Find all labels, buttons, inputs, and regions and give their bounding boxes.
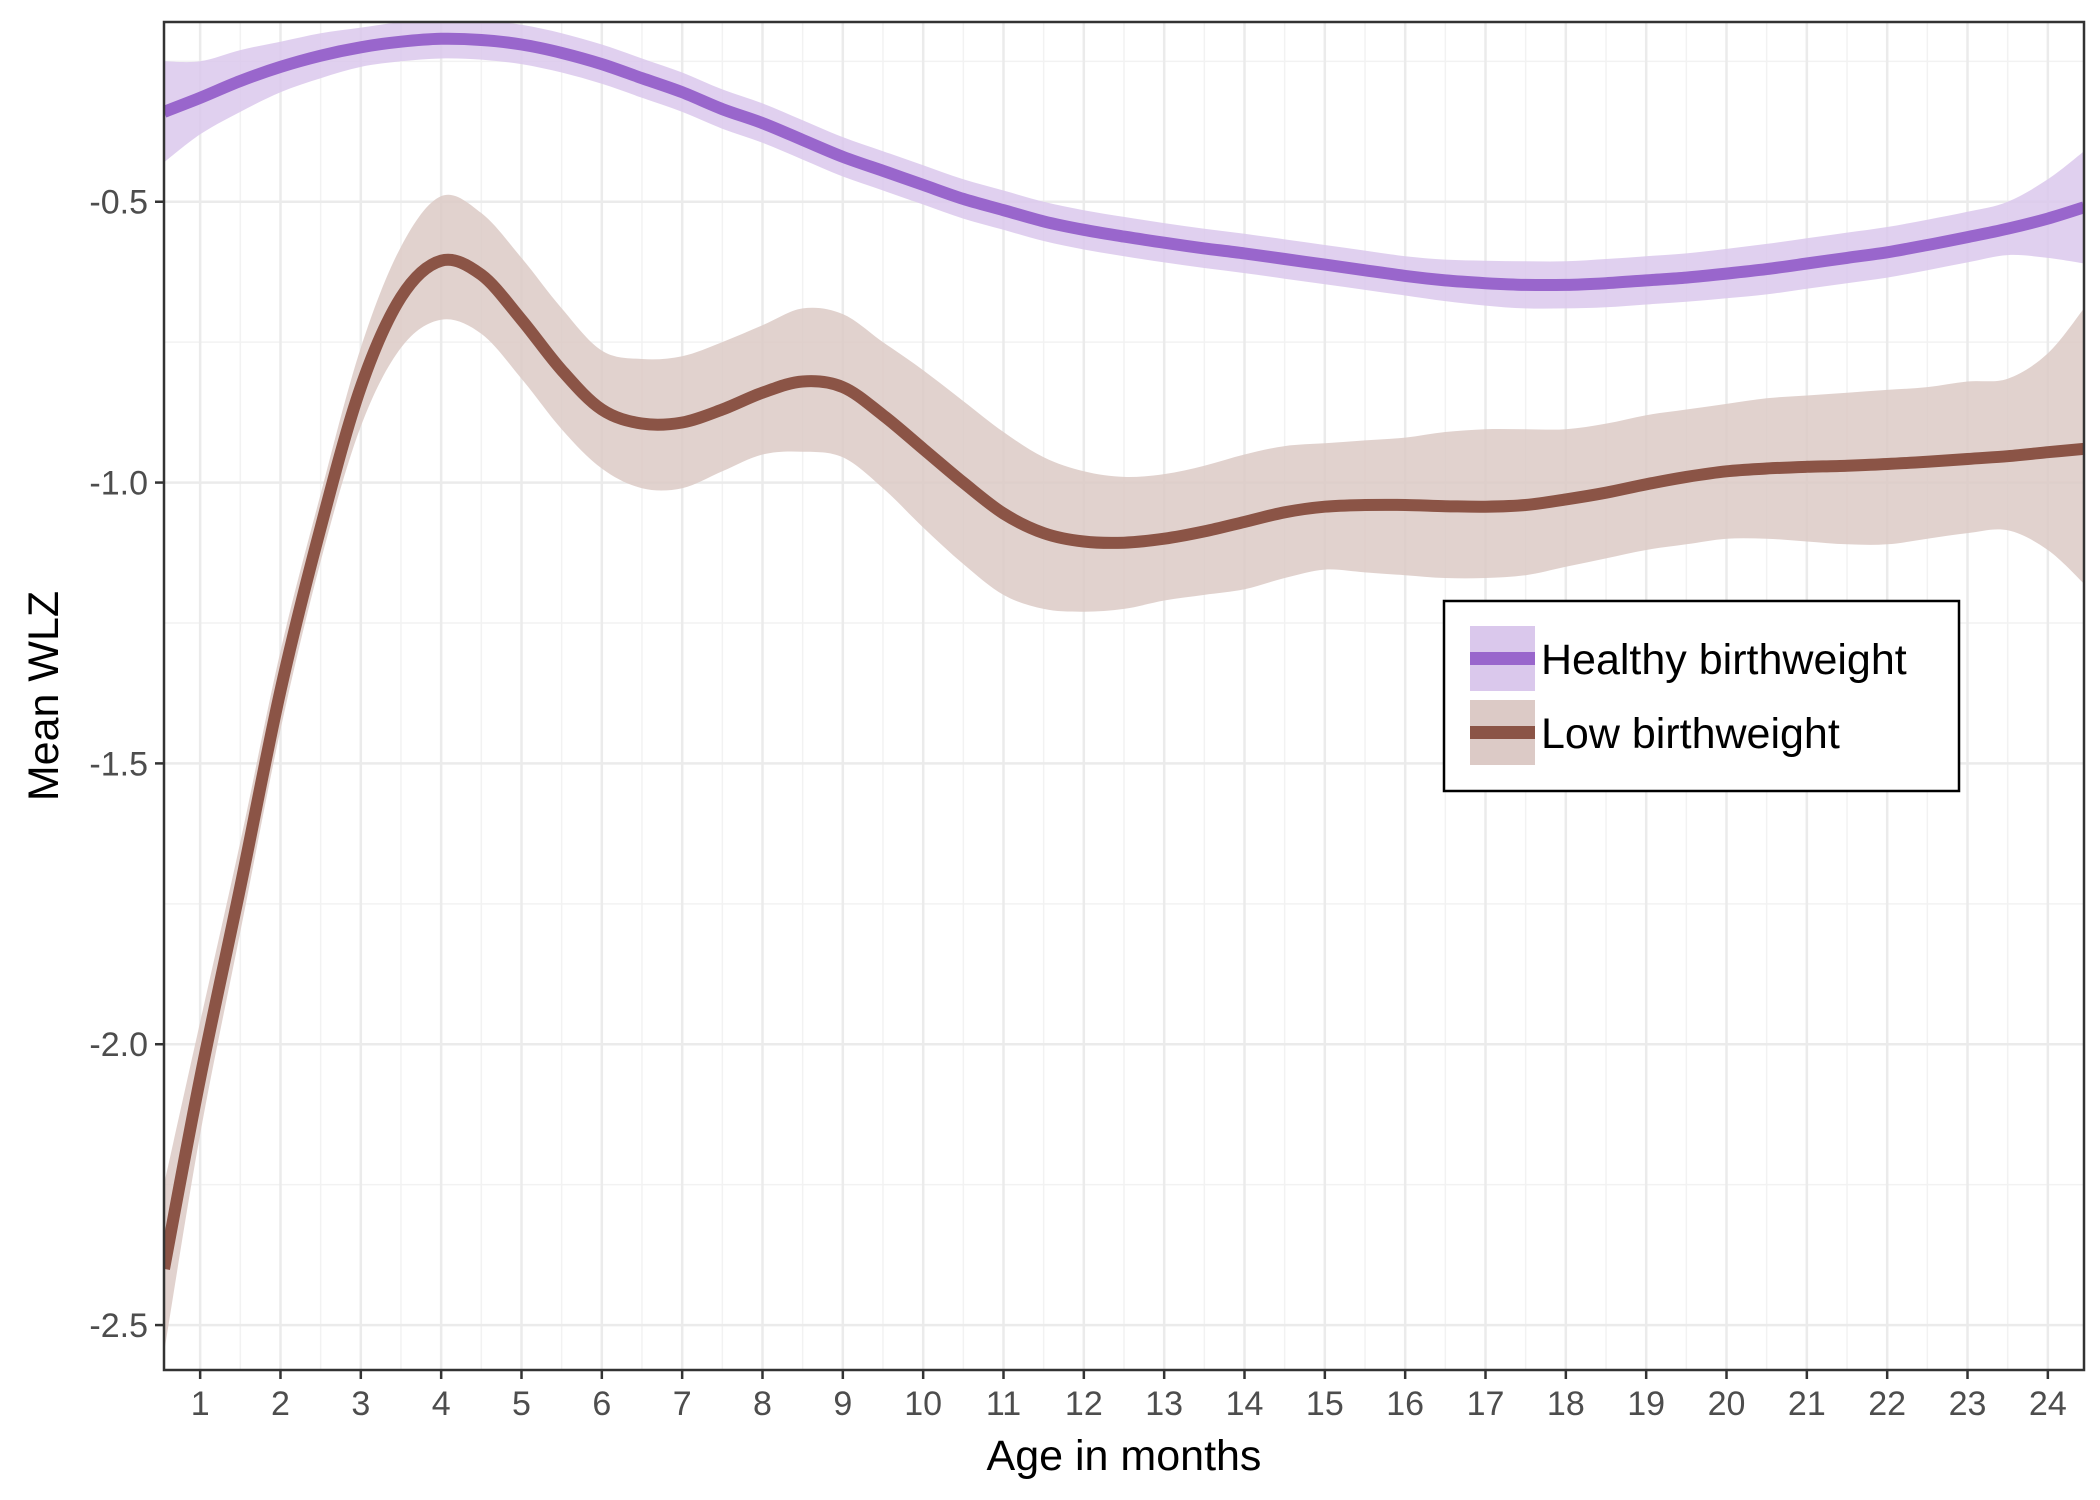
y-tick-label: -1.5 — [89, 745, 148, 783]
x-tick-label: 10 — [904, 1385, 942, 1423]
y-tick-label: -2.0 — [89, 1026, 148, 1064]
y-tick-label: -1.0 — [89, 465, 148, 503]
confidence-band-low — [164, 194, 2084, 1354]
x-tick-label: 1 — [191, 1385, 210, 1423]
x-tick-label: 23 — [1949, 1385, 1987, 1423]
x-tick-label: 20 — [1708, 1385, 1746, 1423]
confidence-band-healthy — [164, 22, 2084, 309]
legend-label-healthy: Healthy birthweight — [1541, 636, 1907, 684]
x-tick-label: 16 — [1386, 1385, 1424, 1423]
x-tick-label: 4 — [432, 1385, 451, 1423]
legend: Healthy birthweight Low birthweight — [1442, 599, 1961, 793]
x-tick-label: 13 — [1145, 1385, 1183, 1423]
x-tick-label: 15 — [1306, 1385, 1344, 1423]
x-axis-ticks: 1 2 3 4 5 6 7 8 9 10 11 12 13 14 15 16 17 18 19 20 21 22 23 24 — [191, 1370, 2067, 1423]
x-tick-label: 14 — [1226, 1385, 1264, 1423]
series-line-healthy — [164, 32, 2084, 292]
y-tick-label: -0.5 — [89, 184, 148, 222]
x-tick-label: 19 — [1627, 1385, 1665, 1423]
legend-item-low: Low birthweight — [1470, 700, 1840, 765]
confidence-bands — [164, 22, 2084, 1354]
x-axis-title: Age in months — [987, 1432, 1262, 1480]
x-tick-label: 6 — [592, 1385, 611, 1423]
y-tick-label: -2.5 — [89, 1307, 148, 1345]
legend-label-low: Low birthweight — [1541, 710, 1840, 758]
series-lines — [164, 32, 2084, 1271]
x-tick-label: 17 — [1467, 1385, 1505, 1423]
x-tick-label: 2 — [271, 1385, 290, 1423]
x-tick-label: 21 — [1788, 1385, 1826, 1423]
x-tick-label: 3 — [351, 1385, 370, 1423]
x-tick-label: 9 — [833, 1385, 852, 1423]
x-tick-label: 5 — [512, 1385, 531, 1423]
x-tick-label: 18 — [1547, 1385, 1585, 1423]
legend-key-healthy-line — [1470, 652, 1535, 665]
legend-item-healthy: Healthy birthweight — [1470, 626, 1907, 691]
x-tick-label: 22 — [1868, 1385, 1906, 1423]
x-tick-label: 8 — [753, 1385, 772, 1423]
x-tick-label: 7 — [673, 1385, 692, 1423]
x-tick-label: 24 — [2029, 1385, 2067, 1423]
x-tick-label: 12 — [1065, 1385, 1103, 1423]
y-axis-title: Mean WLZ — [20, 591, 68, 801]
x-tick-label: 11 — [986, 1385, 1021, 1423]
panel-border — [162, 20, 2086, 1372]
legend-key-low-line — [1470, 726, 1535, 739]
y-axis-ticks: -2.5 -2.0 -1.5 -1.0 -0.5 — [89, 184, 164, 1345]
series-line-low — [164, 253, 2084, 1271]
